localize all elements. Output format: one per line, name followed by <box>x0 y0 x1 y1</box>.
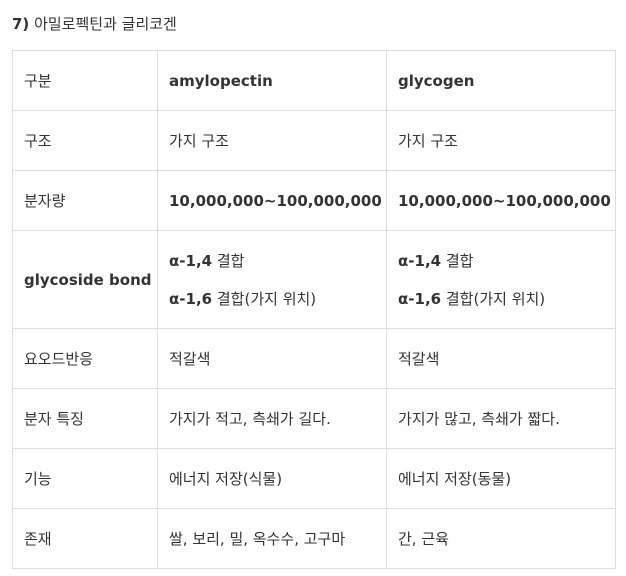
row-label: 기능 <box>12 448 158 509</box>
cell-amylopectin: 10,000,000~100,000,000 <box>157 170 387 231</box>
section-title: 아밀로펙틴과 글리코겐 <box>34 15 177 33</box>
table-row: 기능 에너지 저장(식물) 에너지 저장(동물) <box>12 448 616 509</box>
cell-glycogen: α-1,4 결합 α-1,6 결합(가지 위치) <box>386 230 616 329</box>
cell-amylopectin: 에너지 저장(식물) <box>157 448 387 509</box>
bond-line: α-1,6 결합(가지 위치) <box>398 289 615 309</box>
bond-type: α-1,4 <box>398 251 442 270</box>
table-header-row: 구분 amylopectin glycogen <box>12 50 616 111</box>
row-label: 존재 <box>12 508 158 569</box>
cell-amylopectin: 가지가 적고, 측쇄가 길다. <box>157 388 387 449</box>
table-row: 분자량 10,000,000~100,000,000 10,000,000~10… <box>12 170 616 231</box>
row-label: 분자 특징 <box>12 388 158 449</box>
bond-desc: 결합(가지 위치) <box>441 289 546 308</box>
table-row: 요오드반응 적갈색 적갈색 <box>12 328 616 389</box>
header-cell-category: 구분 <box>12 50 158 111</box>
bond-desc: 결합(가지 위치) <box>212 289 317 308</box>
cell-glycogen: 간, 근육 <box>386 508 616 569</box>
table-row: 구조 가지 구조 가지 구조 <box>12 110 616 171</box>
table-row: 존재 쌀, 보리, 밀, 옥수수, 고구마 간, 근육 <box>12 508 616 569</box>
bond-type: α-1,6 <box>169 289 213 308</box>
section-heading: 7) 아밀로펙틴과 글리코겐 <box>12 14 177 34</box>
header-cell-amylopectin: amylopectin <box>157 50 387 111</box>
table-row: glycoside bond α-1,4 결합 α-1,6 결합(가지 위치) … <box>12 230 616 329</box>
bond-line: α-1,4 결합 <box>169 251 386 271</box>
cell-amylopectin: 가지 구조 <box>157 110 387 171</box>
header-cell-glycogen: glycogen <box>386 50 616 111</box>
table-row: 분자 특징 가지가 적고, 측쇄가 길다. 가지가 많고, 측쇄가 짧다. <box>12 388 616 449</box>
cell-glycogen: 가지 구조 <box>386 110 616 171</box>
bond-type: α-1,6 <box>398 289 442 308</box>
row-label: glycoside bond <box>12 230 158 329</box>
cell-amylopectin: 쌀, 보리, 밀, 옥수수, 고구마 <box>157 508 387 569</box>
cell-glycogen: 가지가 많고, 측쇄가 짧다. <box>386 388 616 449</box>
bond-line: α-1,6 결합(가지 위치) <box>169 289 386 309</box>
cell-glycogen: 에너지 저장(동물) <box>386 448 616 509</box>
bond-line: α-1,4 결합 <box>398 251 615 271</box>
row-label: 요오드반응 <box>12 328 158 389</box>
cell-glycogen: 10,000,000~100,000,000 <box>386 170 616 231</box>
cell-glycogen: 적갈색 <box>386 328 616 389</box>
bond-desc: 결합 <box>441 251 474 270</box>
bond-desc: 결합 <box>212 251 245 270</box>
row-label: 구조 <box>12 110 158 171</box>
section-number: 7) <box>12 15 30 33</box>
comparison-table: 구분 amylopectin glycogen 구조 가지 구조 가지 구조 분… <box>12 50 616 569</box>
bond-type: α-1,4 <box>169 251 213 270</box>
row-label: 분자량 <box>12 170 158 231</box>
cell-amylopectin: 적갈색 <box>157 328 387 389</box>
cell-amylopectin: α-1,4 결합 α-1,6 결합(가지 위치) <box>157 230 387 329</box>
